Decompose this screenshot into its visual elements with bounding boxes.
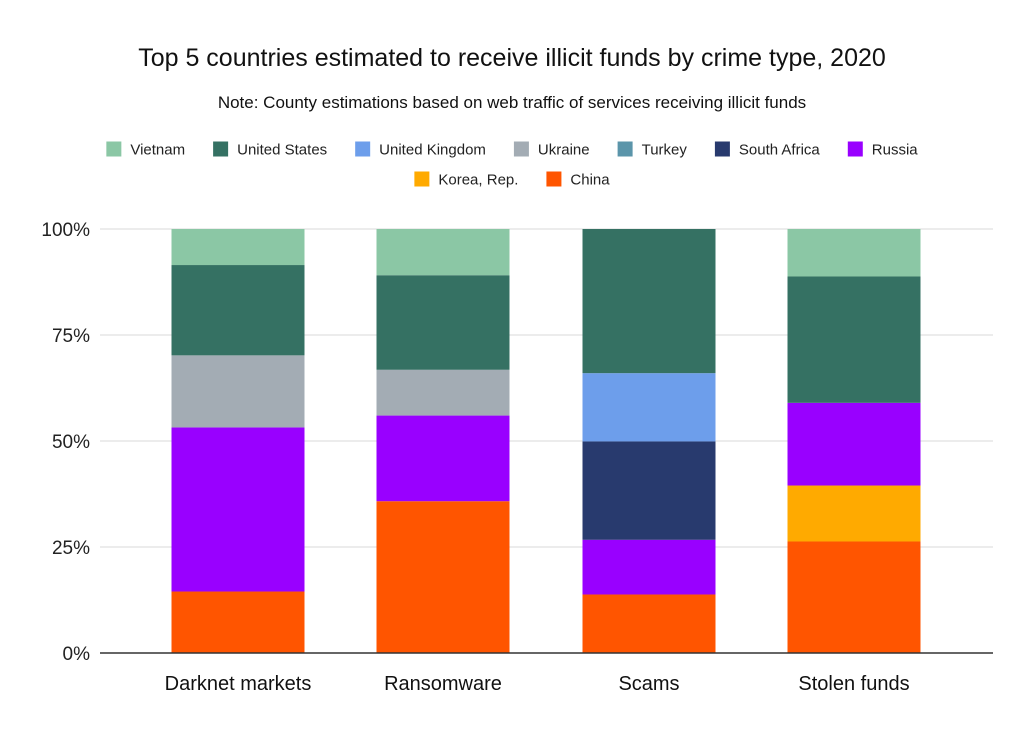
- legend-label-russia: Russia: [872, 142, 919, 159]
- legend-label-vietnam: Vietnam: [130, 142, 185, 159]
- y-tick-label-25: 25%: [52, 538, 90, 559]
- bar-scams-south-africa: [582, 441, 716, 540]
- bar-stolen-funds-russia: [787, 402, 921, 486]
- legend-label-korea-rep: Korea, Rep.: [438, 172, 518, 189]
- legend-swatch-south-africa: [714, 141, 730, 157]
- bar-ransomware-vietnam: [376, 229, 510, 276]
- bar-ransomware-china: [376, 501, 510, 653]
- legend-label-united-states: United States: [237, 142, 327, 159]
- y-tick-label-50: 50%: [52, 432, 90, 453]
- bar-scams-united-states: [582, 229, 716, 374]
- bar-stolen-funds-vietnam: [787, 229, 921, 277]
- chart-title: Top 5 countries estimated to receive ill…: [138, 44, 886, 72]
- bar-darknet-markets-ukraine: [171, 355, 305, 428]
- bar-darknet-markets-russia: [171, 427, 305, 592]
- bar-stolen-funds-korea-rep: [787, 485, 921, 542]
- x-tick-label-ransomware: Ransomware: [384, 673, 502, 695]
- bar-scams-china: [582, 594, 716, 653]
- legend-swatch-russia: [847, 141, 863, 157]
- bar-darknet-markets-vietnam: [171, 229, 305, 266]
- legend-swatch-united-states: [213, 141, 229, 157]
- bar-ransomware-united-states: [376, 275, 510, 370]
- x-tick-label-scams: Scams: [618, 673, 679, 695]
- bar-scams-russia: [582, 539, 716, 595]
- legend-swatch-turkey: [617, 141, 633, 157]
- legend-label-ukraine: Ukraine: [538, 142, 590, 159]
- y-tick-label-100: 100%: [41, 220, 90, 241]
- legend-label-turkey: Turkey: [642, 142, 688, 159]
- bar-stolen-funds-china: [787, 541, 921, 653]
- bar-scams-united-kingdom: [582, 373, 716, 442]
- legend-swatch-ukraine: [513, 141, 529, 157]
- legend-swatch-united-kingdom: [355, 141, 371, 157]
- y-tick-label-0: 0%: [63, 644, 91, 665]
- bar-ransomware-ukraine: [376, 369, 510, 416]
- legend-swatch-china: [546, 171, 562, 187]
- bar-darknet-markets-united-states: [171, 265, 305, 356]
- legend-swatch-korea-rep: [414, 171, 430, 187]
- bar-stolen-funds-united-states: [787, 276, 921, 403]
- bar-darknet-markets-china: [171, 591, 305, 653]
- bar-ransomware-russia: [376, 415, 510, 502]
- x-tick-label-stolen-funds: Stolen funds: [798, 673, 909, 695]
- legend-label-united-kingdom: United Kingdom: [379, 142, 486, 159]
- legend-swatch-vietnam: [106, 141, 122, 157]
- chart-subtitle: Note: County estimations based on web tr…: [218, 93, 806, 112]
- legend: Vietnam United States United Kingdom Ukrain…: [106, 141, 919, 189]
- y-axis-ticks: 0% 25% 50% 75% 100%: [41, 220, 90, 665]
- legend-label-china: China: [570, 172, 610, 189]
- x-axis-ticks: Darknet markets Ransomware Scams Stolen fun…: [165, 673, 910, 695]
- bars: [171, 229, 921, 653]
- legend-label-south-africa: South Africa: [739, 142, 821, 159]
- y-tick-label-75: 75%: [52, 326, 90, 347]
- x-tick-label-darknet-markets: Darknet markets: [165, 673, 312, 695]
